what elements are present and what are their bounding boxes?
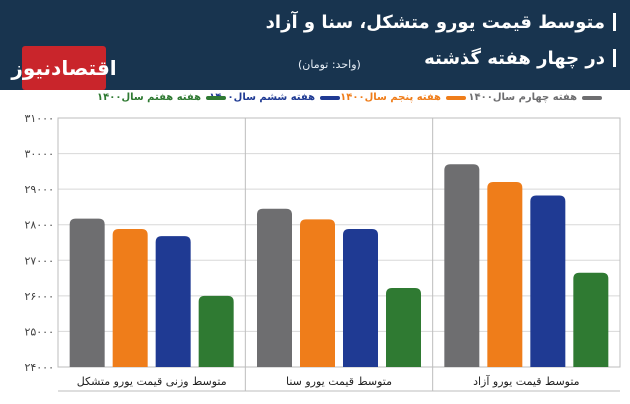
y-tick-label: ۲۸۰۰۰ bbox=[24, 219, 54, 232]
legend-label: هفته هفتم سال۱۴۰۰ bbox=[97, 92, 201, 103]
bar bbox=[69, 218, 105, 367]
bar bbox=[198, 295, 234, 367]
bar bbox=[530, 195, 566, 367]
bar bbox=[386, 288, 421, 367]
legend-swatch bbox=[446, 95, 466, 100]
title-bar-mark bbox=[613, 49, 616, 67]
logo-mark: اقتصادنیوز bbox=[11, 46, 117, 90]
chart-legend: هفته چهارم سال۱۴۰۰ هفته پنجم سال۱۴۰۰ هفت… bbox=[0, 92, 630, 110]
legend-item-week5: هفته پنجم سال۱۴۰۰ bbox=[340, 92, 466, 103]
title-line-2: در چهار هفته گذشته bbox=[424, 48, 616, 69]
y-tick-label: ۲۹۰۰۰ bbox=[24, 183, 54, 196]
legend-swatch bbox=[582, 95, 602, 100]
unit-label: (واحد: تومان) bbox=[298, 58, 361, 71]
logo: اقتصادنیوز سایت مرجع اقتصاد ایران bbox=[8, 4, 120, 100]
legend-item-week4: هفته چهارم سال۱۴۰۰ bbox=[468, 92, 602, 103]
title-bar-mark bbox=[613, 13, 616, 31]
legend-item-week7: هفته هفتم سال۱۴۰۰ bbox=[97, 92, 226, 103]
title-text-2: در چهار هفته گذشته bbox=[424, 48, 605, 69]
bar bbox=[444, 164, 480, 367]
bar bbox=[343, 228, 378, 367]
legend-swatch bbox=[320, 95, 340, 100]
y-tick-label: ۳۰۰۰۰ bbox=[24, 148, 54, 161]
bar bbox=[573, 272, 609, 367]
category-label: متوسط وزنی قیمت یورو متشکل bbox=[77, 375, 227, 388]
title-text-1: متوسط قیمت یورو متشکل، سنا و آزاد bbox=[265, 12, 605, 33]
legend-label: هفته پنجم سال۱۴۰۰ bbox=[340, 92, 441, 103]
category-label: متوسط قیمت یورو آزاد bbox=[473, 374, 580, 388]
category-label: متوسط قیمت یورو سنا bbox=[286, 375, 392, 388]
y-tick-label: ۲۴۰۰۰ bbox=[24, 361, 54, 374]
title-line-1: متوسط قیمت یورو متشکل، سنا و آزاد bbox=[266, 12, 616, 33]
header-banner: متوسط قیمت یورو متشکل، سنا و آزاد در چها… bbox=[0, 0, 630, 100]
logo-tagline: سایت مرجع اقتصاد ایران bbox=[27, 92, 101, 100]
legend-swatch bbox=[206, 95, 226, 100]
y-tick-label: ۲۷۰۰۰ bbox=[24, 254, 54, 267]
y-tick-label: ۲۵۰۰۰ bbox=[24, 325, 54, 338]
plot-frame bbox=[57, 117, 621, 368]
bar bbox=[155, 236, 191, 367]
legend-label: هفته چهارم سال۱۴۰۰ bbox=[468, 92, 577, 103]
y-tick-label: ۳۱۰۰۰ bbox=[24, 112, 54, 125]
y-tick-label: ۲۶۰۰۰ bbox=[24, 290, 54, 303]
bar bbox=[487, 182, 523, 367]
bar bbox=[112, 228, 148, 367]
bar bbox=[300, 219, 335, 367]
bar bbox=[257, 208, 292, 367]
